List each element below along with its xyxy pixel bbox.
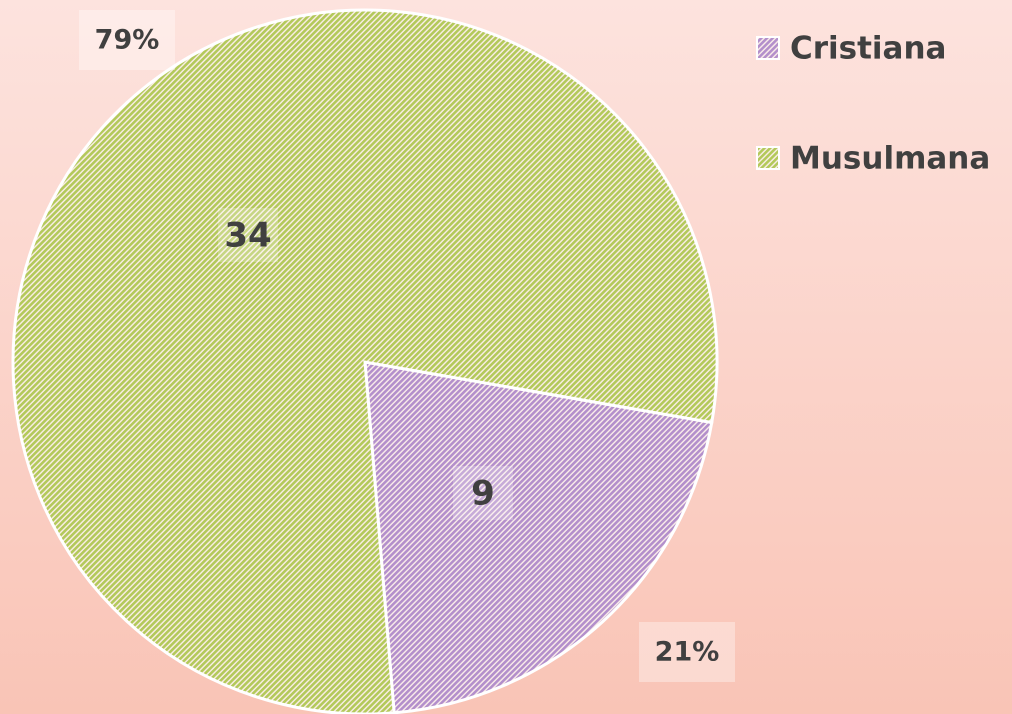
legend-swatch	[756, 36, 780, 60]
percent-label: 79%	[95, 25, 160, 56]
legend-label: Musulmana	[790, 141, 990, 177]
legend-swatch	[756, 146, 780, 170]
legend-label: Cristiana	[790, 31, 946, 67]
pie-slice	[363, 360, 714, 714]
value-label: 34	[224, 216, 271, 256]
percent-label: 21%	[655, 637, 720, 668]
pie-slice	[11, 8, 719, 714]
label-box	[218, 208, 278, 262]
label-box	[79, 10, 175, 70]
label-box	[639, 622, 735, 682]
value-label: 9	[471, 474, 495, 514]
label-box	[453, 466, 513, 520]
